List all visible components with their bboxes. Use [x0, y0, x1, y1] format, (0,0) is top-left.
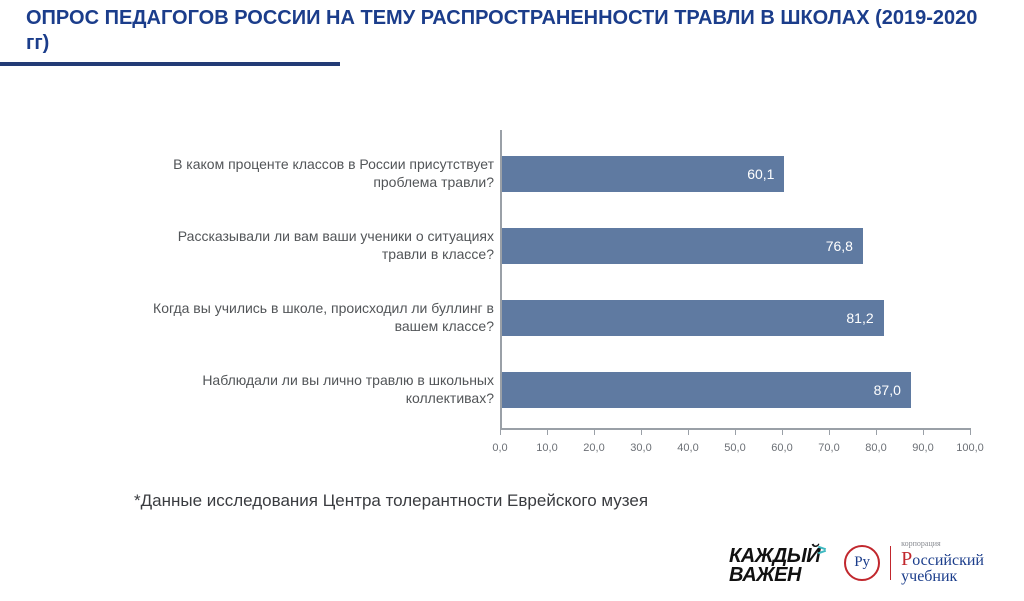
logo-kazhdyy-vazhen: КАЖДЫЙ ВАЖЕН: [729, 547, 820, 585]
x-tick: [594, 428, 595, 435]
footnote: *Данные исследования Центра толерантност…: [134, 490, 654, 512]
category-label: Когда вы учились в школе, происходил ли …: [134, 300, 494, 335]
x-tick-label: 60,0: [771, 442, 792, 454]
logo-ru-text: корпорация Российский учебник: [901, 540, 984, 585]
x-tick: [829, 428, 830, 435]
x-tick-label: 10,0: [536, 442, 557, 454]
category-label: Наблюдали ли вы лично травлю в школьных …: [134, 372, 494, 407]
title-block: ОПРОС ПЕДАГОГОВ РОССИИ НА ТЕМУ РАСПРОСТР…: [26, 6, 994, 56]
x-tick: [782, 428, 783, 435]
logo-ru-line1: оссийский: [912, 552, 984, 569]
x-tick-label: 80,0: [865, 442, 886, 454]
bar-row: 87,0: [500, 354, 970, 426]
x-tick-label: 90,0: [912, 442, 933, 454]
x-tick: [923, 428, 924, 435]
bar: 81,2: [502, 300, 884, 336]
x-tick-label: 0,0: [492, 442, 507, 454]
x-tick: [688, 428, 689, 435]
category-label: В каком проценте классов в России присут…: [134, 156, 494, 191]
survey-bar-chart: 60,1 76,8 81,2 87,0 0,0 10,0 20,0 30,0 40,0 50,0…: [120, 130, 980, 460]
logo-ru-circle-icon: Ру: [844, 545, 880, 581]
x-tick-label: 50,0: [724, 442, 745, 454]
bar: 60,1: [502, 156, 784, 192]
bar-row: 60,1: [500, 138, 970, 210]
bar: 76,8: [502, 228, 863, 264]
logo-separator: [890, 546, 891, 580]
x-tick-label: 100,0: [956, 442, 984, 454]
x-tick: [547, 428, 548, 435]
x-tick-label: 40,0: [677, 442, 698, 454]
bar-value-label: 76,8: [826, 238, 853, 254]
x-tick: [970, 428, 971, 435]
x-tick: [876, 428, 877, 435]
x-tick-label: 70,0: [818, 442, 839, 454]
logo-kv-line2: ВАЖЕН: [729, 564, 801, 586]
bar-row: 76,8: [500, 210, 970, 282]
page-title: ОПРОС ПЕДАГОГОВ РОССИИ НА ТЕМУ РАСПРОСТР…: [26, 6, 994, 56]
logo-ru-small: корпорация: [901, 540, 984, 548]
logo-ru-line2: учебник: [901, 568, 957, 585]
x-tick-label: 20,0: [583, 442, 604, 454]
logos: КАЖДЫЙ ВАЖЕН Ру корпорация Российский уч…: [729, 540, 984, 585]
bar-value-label: 87,0: [874, 382, 901, 398]
x-tick: [735, 428, 736, 435]
x-tick: [500, 428, 501, 435]
bar-value-label: 60,1: [747, 166, 774, 182]
bars-container: 60,1 76,8 81,2 87,0: [500, 130, 970, 430]
x-tick-label: 30,0: [630, 442, 651, 454]
title-underline: [0, 62, 340, 66]
sparkle-icon: [818, 545, 828, 555]
bar: 87,0: [502, 372, 911, 408]
bar-value-label: 81,2: [846, 310, 873, 326]
x-tick: [641, 428, 642, 435]
bar-row: 81,2: [500, 282, 970, 354]
chart-plot-area: 60,176,881,287,0 0,010,020,030,040,050,0…: [500, 130, 970, 430]
logo-rossiyskiy-uchebnik: Ру корпорация Российский учебник: [844, 540, 984, 585]
category-label: Рассказывали ли вам ваши ученики о ситуа…: [134, 228, 494, 263]
